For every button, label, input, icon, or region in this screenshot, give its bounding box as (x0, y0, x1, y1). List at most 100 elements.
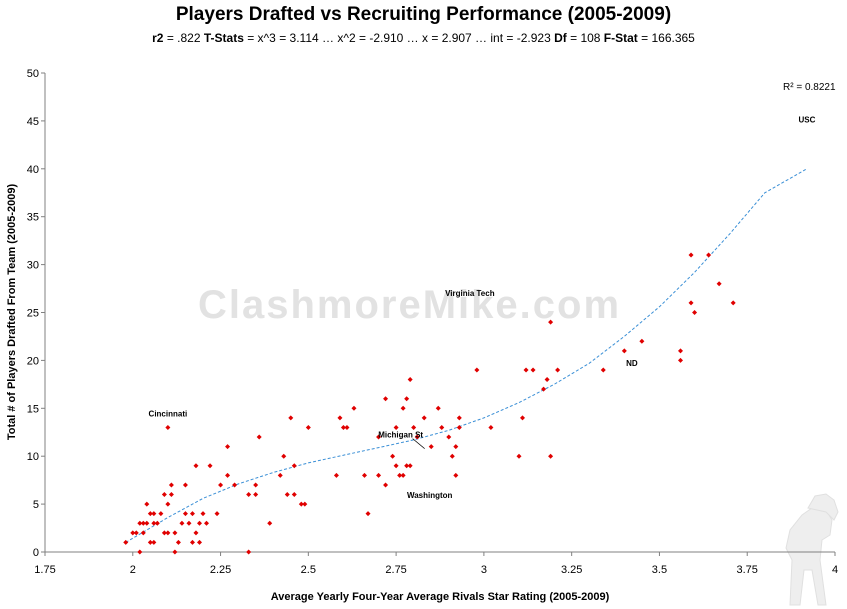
data-point (541, 386, 547, 392)
data-point (207, 463, 213, 469)
data-point (204, 520, 210, 526)
data-point (151, 520, 157, 526)
data-point (182, 482, 188, 488)
point-annotation: Cincinnati (149, 409, 188, 418)
data-point (232, 482, 238, 488)
data-point (179, 520, 185, 526)
data-point (168, 492, 174, 498)
data-point (688, 300, 694, 306)
y-tick-label: 40 (27, 164, 39, 176)
x-tick-label: 2.5 (301, 564, 316, 576)
data-point (333, 472, 339, 478)
y-tick-label: 10 (27, 451, 39, 463)
data-point (137, 520, 143, 526)
x-tick-label: 3.25 (561, 564, 582, 576)
data-point (253, 482, 259, 488)
data-point (133, 530, 139, 536)
data-point (189, 539, 195, 545)
data-point (730, 300, 736, 306)
data-point (365, 511, 371, 517)
data-point (161, 530, 167, 536)
data-point (277, 472, 283, 478)
data-point (256, 434, 262, 440)
data-point (151, 511, 157, 517)
data-point (516, 453, 522, 459)
data-point (147, 511, 153, 517)
data-point (362, 472, 368, 478)
data-point (621, 348, 627, 354)
point-annotation: Washington (407, 491, 453, 500)
data-point (344, 424, 350, 430)
data-point (200, 511, 206, 517)
x-tick-label: 3.75 (737, 564, 758, 576)
data-point (253, 492, 259, 498)
data-point (351, 405, 357, 411)
data-point (172, 549, 178, 555)
data-point (400, 472, 406, 478)
data-point (175, 539, 181, 545)
data-point (678, 357, 684, 363)
data-point (193, 530, 199, 536)
subtitle-stat-value: = x^3 = 3.114 … x^2 = -2.910 … x = 2.907… (243, 31, 555, 45)
y-tick-label: 45 (27, 116, 39, 128)
annotation-leader-line (412, 438, 425, 449)
data-point (154, 520, 160, 526)
watermark-text: ClashmoreMike.com (198, 283, 621, 327)
data-point (639, 338, 645, 344)
trendline (125, 168, 808, 543)
data-point (456, 424, 462, 430)
x-axis-title: Average Yearly Four-Year Average Rivals … (271, 591, 610, 603)
data-point (678, 348, 684, 354)
y-tick-label: 30 (27, 260, 39, 272)
data-point (186, 520, 192, 526)
data-point (376, 472, 382, 478)
y-tick-label: 15 (27, 403, 39, 415)
data-point (267, 520, 273, 526)
data-point (288, 415, 294, 421)
data-point (453, 444, 459, 450)
data-point (706, 252, 712, 258)
subtitle-stat-value: = 166.365 (637, 31, 695, 45)
y-tick-label: 35 (27, 212, 39, 224)
data-point (435, 405, 441, 411)
data-point (520, 415, 526, 421)
subtitle-stat-label: T-Stats (203, 31, 244, 45)
data-point (172, 530, 178, 536)
data-point (123, 539, 129, 545)
data-point (214, 511, 220, 517)
data-point (548, 453, 554, 459)
y-tick-label: 0 (33, 547, 39, 559)
data-point (218, 482, 224, 488)
data-point (421, 415, 427, 421)
data-point (137, 549, 143, 555)
data-point (298, 501, 304, 507)
data-point (284, 492, 290, 498)
data-point (488, 424, 494, 430)
data-point (474, 367, 480, 373)
chart-subtitle: r2 = .822 T-Stats = x^3 = 3.114 … x^2 = … (0, 31, 847, 45)
data-point (281, 453, 287, 459)
data-point (407, 377, 413, 383)
data-point (456, 415, 462, 421)
data-point (189, 511, 195, 517)
data-point (140, 520, 146, 526)
data-point (291, 492, 297, 498)
data-point (555, 367, 561, 373)
data-point (404, 396, 410, 402)
data-point (407, 463, 413, 469)
data-point (161, 492, 167, 498)
data-point (692, 310, 698, 315)
y-tick-label: 50 (27, 68, 39, 80)
data-point (130, 530, 136, 536)
data-point (302, 501, 308, 507)
data-point (414, 434, 420, 440)
data-point (337, 415, 343, 421)
data-point (376, 434, 382, 440)
x-tick-label: 2.25 (210, 564, 231, 576)
data-point (688, 252, 694, 258)
data-point (168, 482, 174, 488)
data-point (158, 511, 164, 517)
point-annotation: ND (626, 359, 638, 368)
data-point (340, 424, 346, 430)
